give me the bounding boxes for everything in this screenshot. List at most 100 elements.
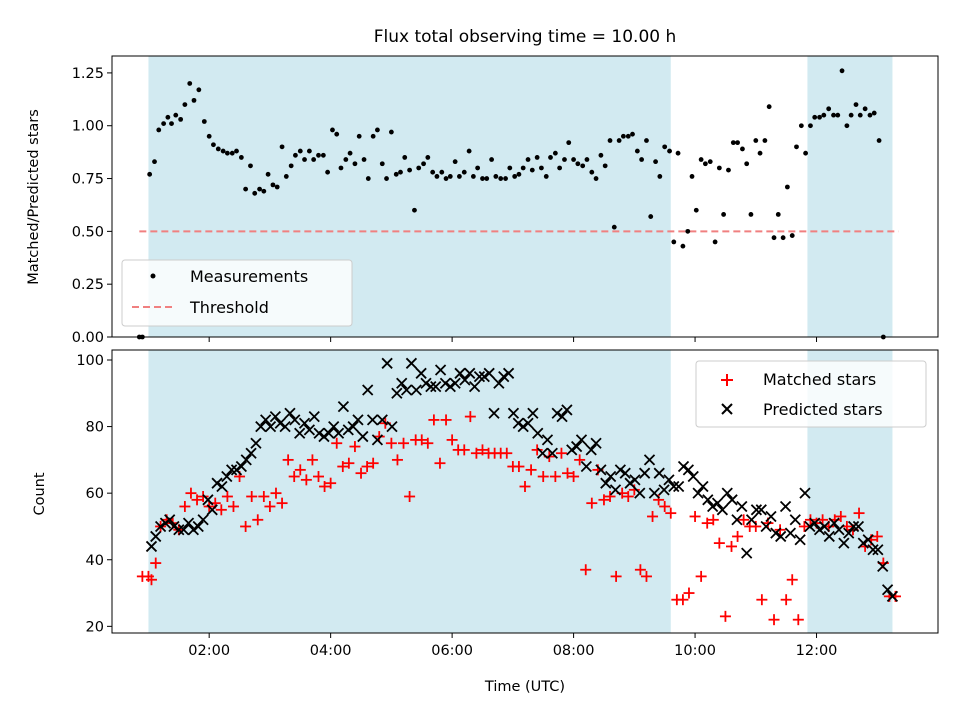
measurement-point	[630, 131, 635, 137]
predicted-star-point	[284, 407, 296, 419]
measurement-point	[215, 146, 221, 152]
measurement-point	[693, 207, 699, 213]
predicted-star-point	[202, 494, 214, 506]
measurement-point	[270, 182, 276, 188]
matched-star-point	[270, 487, 282, 499]
measurement-point	[784, 184, 790, 190]
measurement-point	[493, 174, 499, 179]
predicted-star-point	[308, 410, 320, 423]
measurement-point	[634, 148, 640, 154]
matched-star-point	[191, 494, 203, 506]
ratio-y-axis-label: Matched/Predicted stars	[26, 109, 42, 285]
predicted-star-point	[391, 387, 403, 399]
predicted-star-point	[230, 464, 243, 476]
measurement-point	[196, 87, 202, 93]
measurement-point	[831, 112, 836, 118]
predicted-star-point	[164, 514, 176, 526]
predicted-star-point	[750, 504, 763, 516]
count-y-tick-label: 60	[86, 486, 104, 502]
measurement-point	[520, 165, 526, 171]
measurement-point	[187, 81, 193, 86]
measurement-point	[671, 239, 677, 245]
matched-star-point	[391, 454, 403, 466]
predicted-star-point	[794, 534, 806, 546]
matched-star-point	[367, 457, 379, 469]
measurement-point	[680, 243, 686, 249]
predicted-star-point	[439, 377, 452, 389]
measurement-point	[653, 159, 658, 165]
matched-star-point	[264, 500, 276, 512]
matched-star-point	[750, 520, 762, 532]
matched-star-point	[513, 461, 525, 473]
matched-star-point	[780, 594, 792, 606]
matched-star-point	[701, 517, 713, 529]
predicted-star-point	[303, 424, 316, 436]
predicted-star-point	[556, 410, 568, 423]
predicted-star-point	[784, 527, 797, 539]
predicted-star-point	[702, 494, 714, 506]
predicted-star-point	[818, 520, 831, 533]
matched-star-point	[683, 587, 695, 599]
measurement-point	[470, 174, 476, 179]
measurement-point	[480, 176, 485, 181]
measurement-point	[735, 140, 740, 146]
matched-star-point	[476, 444, 488, 456]
measurement-point	[293, 152, 298, 158]
matched-star-point	[294, 464, 306, 476]
chart-title: Flux total observing time = 10.00 h	[374, 27, 677, 47]
count-x-axis-label: Time (UTC)	[484, 679, 565, 695]
measurement-point	[261, 188, 267, 194]
predicted-star-point	[532, 427, 544, 439]
measurement-point	[620, 133, 626, 139]
predicted-star-point	[381, 357, 393, 369]
predicted-star-point	[154, 520, 167, 533]
measurement-point	[744, 161, 750, 167]
predicted-star-point	[150, 530, 162, 543]
measurement-point	[757, 150, 763, 156]
predicted-star-point	[425, 380, 437, 393]
measurement-point	[430, 169, 436, 175]
predicted-star-point	[255, 420, 267, 433]
predicted-star-point	[473, 370, 486, 383]
measurement-point	[817, 114, 822, 120]
measurement-point	[173, 112, 179, 118]
matched-star-point	[531, 444, 543, 456]
measurement-point	[589, 169, 595, 175]
predicted-star-point	[187, 524, 200, 536]
measurement-point	[575, 161, 581, 167]
predicted-star-point	[561, 404, 573, 416]
matched-star-point	[361, 461, 373, 473]
ratio-x-ticks	[208, 337, 818, 342]
predicted-star-point	[809, 517, 821, 529]
predicted-star-point	[240, 454, 252, 466]
count-y-axis-label: Count	[32, 472, 48, 515]
matched-star-point	[246, 490, 258, 502]
matched-star-point	[215, 504, 227, 516]
measurement-point	[503, 176, 508, 181]
matched-star-point	[853, 507, 865, 519]
predicted-star-point	[313, 427, 325, 439]
measurement-point	[644, 138, 649, 143]
matched-star-point	[786, 574, 798, 586]
matched-star-point	[580, 564, 592, 576]
predicted-star-point	[731, 514, 743, 526]
measurement-point	[538, 165, 544, 171]
measurement-point	[452, 159, 458, 165]
predicted-star-point	[366, 414, 379, 426]
predicted-star-point	[512, 417, 524, 429]
measurement-point	[311, 157, 317, 162]
predicted-star-point	[755, 504, 767, 516]
predicted-star-point	[872, 544, 884, 556]
predicted-star-point	[775, 530, 787, 543]
predicted-star-point	[328, 420, 340, 433]
measurement-point	[302, 157, 307, 162]
predicted-star-point	[517, 420, 529, 433]
matched-star-point	[179, 500, 191, 512]
predicted-star-point	[760, 520, 772, 533]
matched-star-point	[756, 594, 768, 606]
matched-star-point	[501, 447, 513, 459]
measurement-point	[557, 165, 563, 171]
measurement-point	[375, 127, 380, 133]
predicted-star-point	[405, 357, 418, 369]
